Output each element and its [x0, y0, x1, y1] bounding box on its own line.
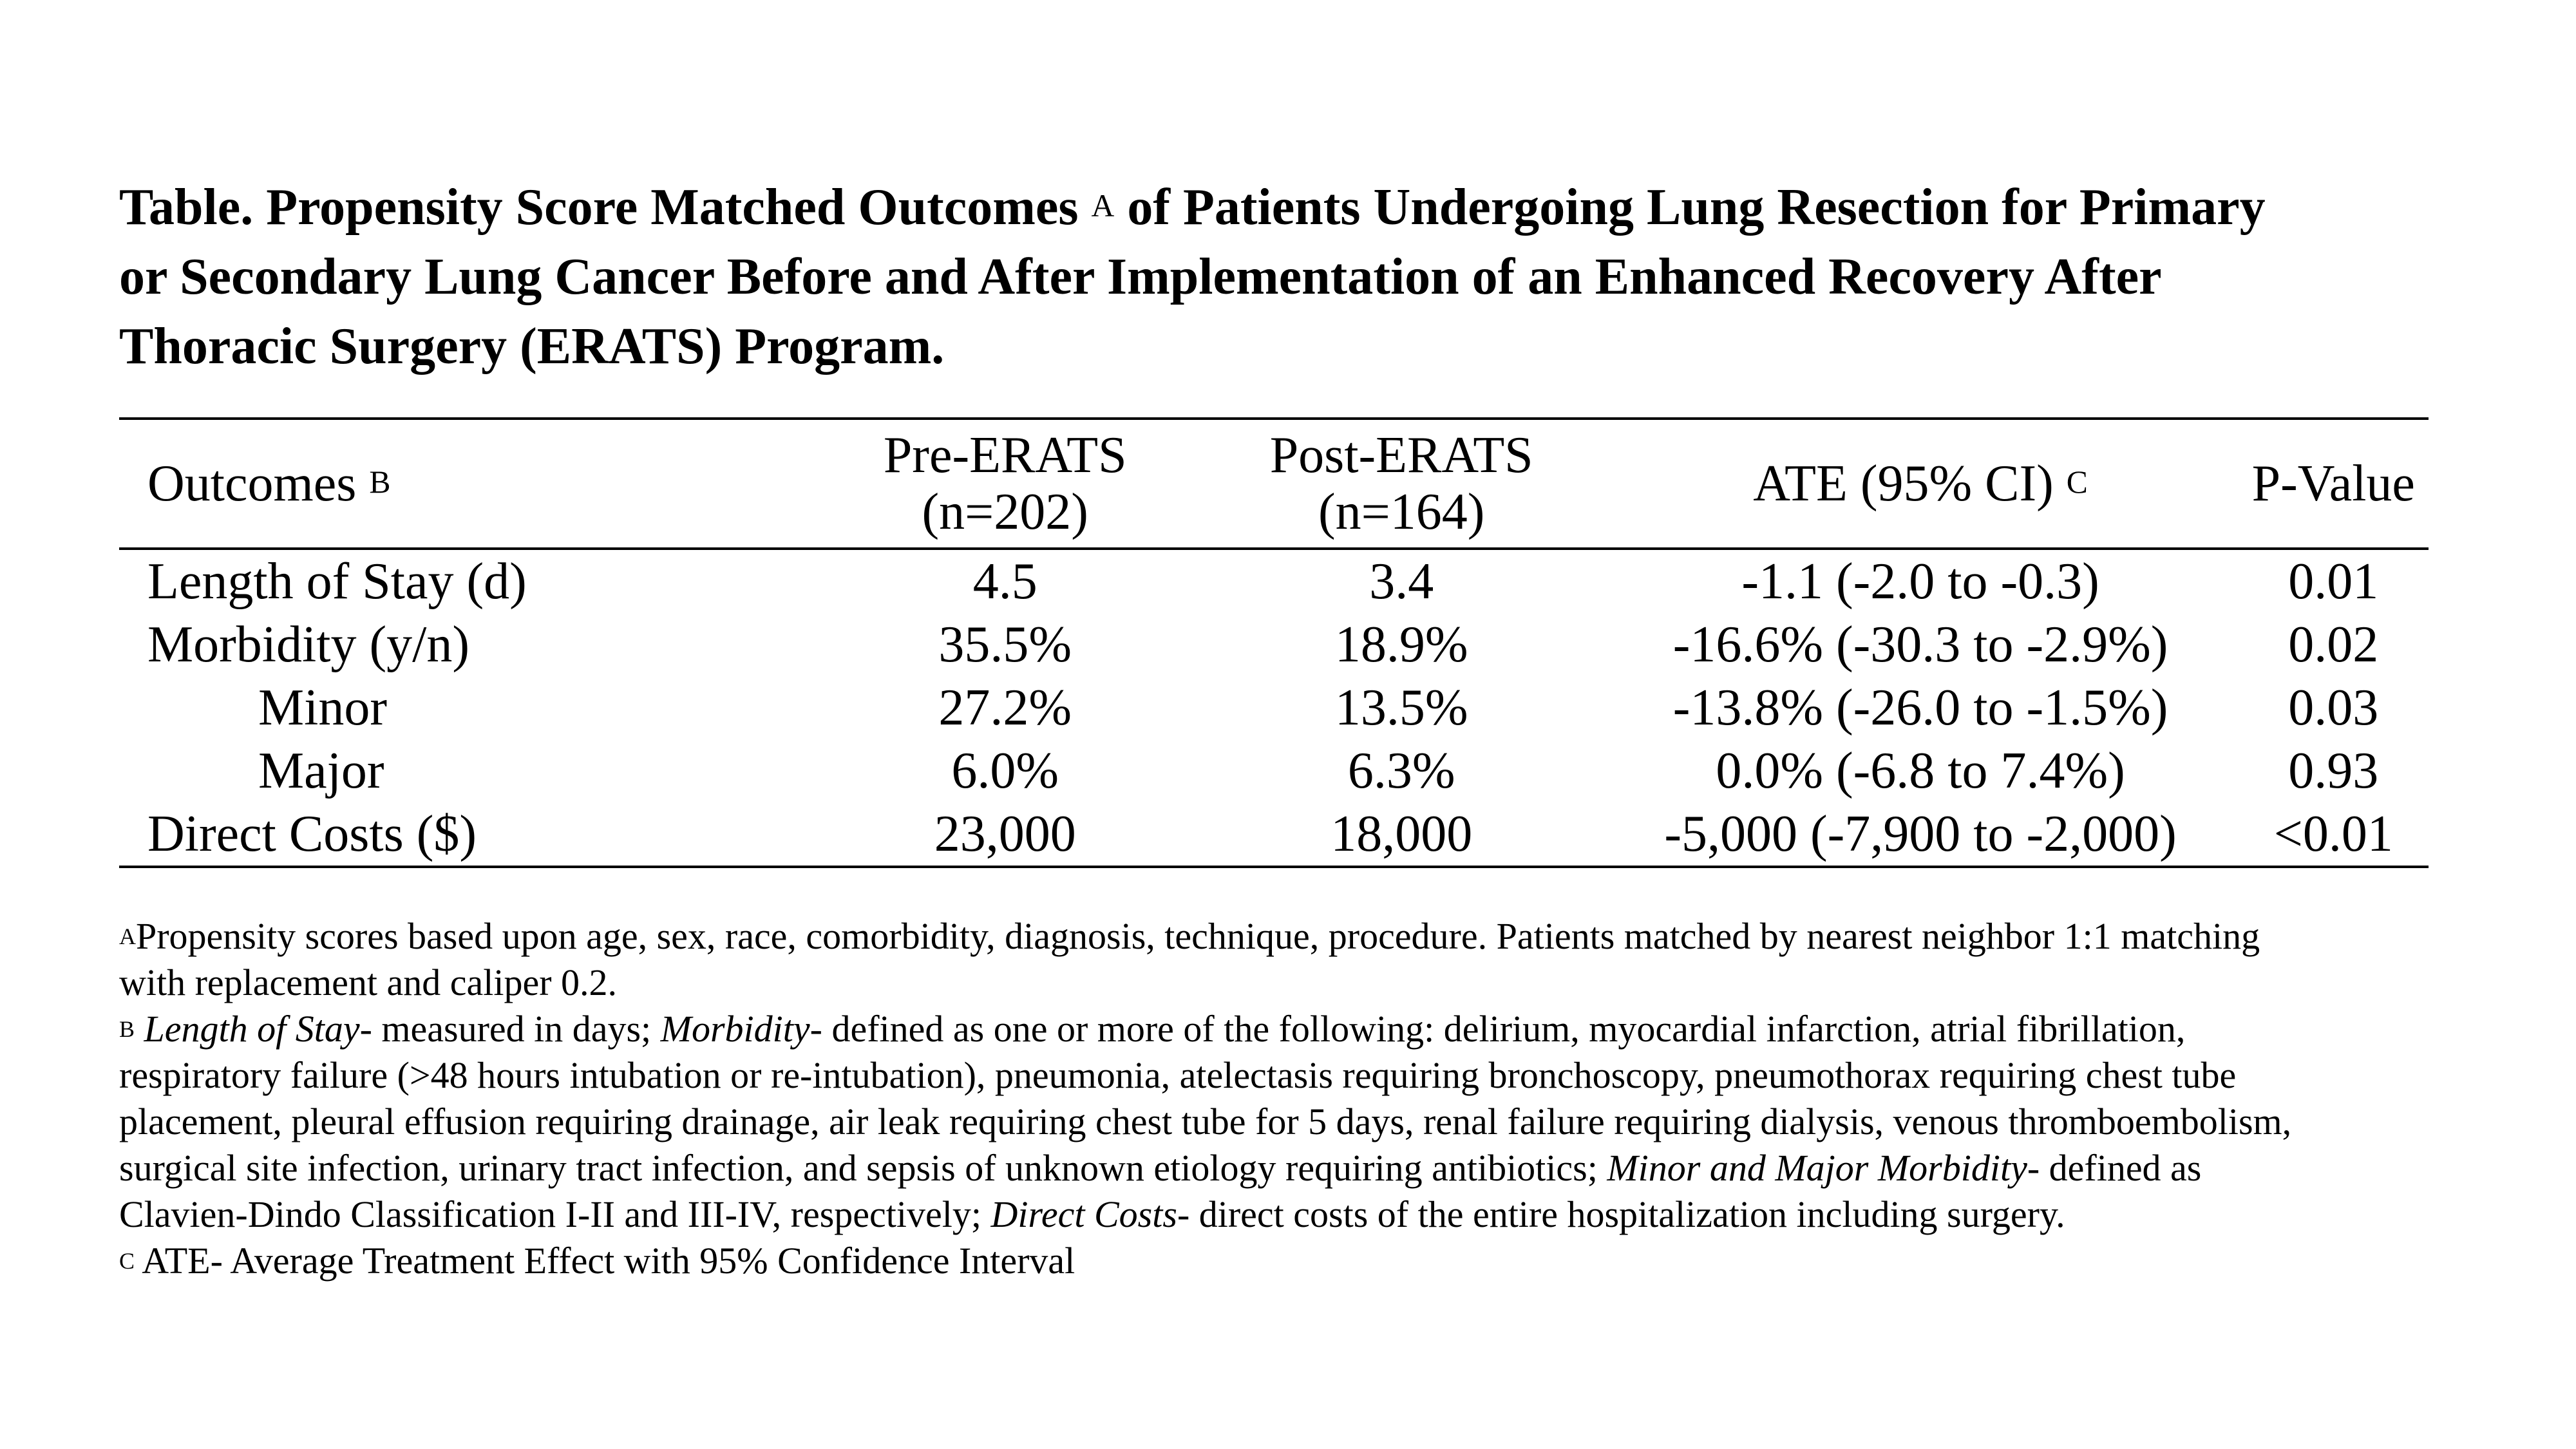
row-pvalue: 0.93: [2288, 743, 2379, 799]
title-line3: Thoracic Surgery (ERATS) Program.: [119, 318, 945, 375]
row-ate: 0.0% (-6.8 to 7.4%): [1716, 743, 2125, 799]
footnote-b-line2: respiratory failure (>48 hours intubatio…: [119, 1054, 2237, 1096]
row-post: 18.9%: [1334, 616, 1468, 673]
footnote-b-costs-text: - direct costs of the entire hospitaliza…: [1177, 1193, 2065, 1235]
header-pre-erats: Pre-ERATS (n=202): [810, 419, 1200, 549]
row-post: 6.3%: [1347, 743, 1455, 799]
outcomes-table: Outcomes B Pre-ERATS (n=202) Post-ERATS (n…: [119, 417, 2429, 868]
table-row: Minor 27.2% 13.5% -13.8% (-26.0 to -1.5%…: [119, 676, 2429, 739]
footnote-b-morbidity-text: - defined as one or more of the followin…: [810, 1008, 2186, 1050]
footnote-b: B Length of Stay- measured in days; Morb…: [119, 1006, 2463, 1238]
row-outcome: Direct Costs ($): [147, 806, 477, 862]
footnote-c-text: ATE- Average Treatment Effect with 95% C…: [134, 1240, 1075, 1282]
footnote-a-line2: with replacement and caliper 0.2.: [119, 961, 618, 1003]
row-outcome: Major: [258, 743, 384, 799]
footnote-a: APropensity scores based upon age, sex, …: [119, 913, 2463, 1006]
table-header: Outcomes B Pre-ERATS (n=202) Post-ERATS (n…: [119, 419, 2429, 549]
header-post-label: Post-ERATS: [1269, 427, 1533, 484]
footnote-c-marker: C: [119, 1247, 135, 1274]
header-post-n: (n=164): [1318, 484, 1485, 540]
row-pvalue: 0.02: [2288, 616, 2379, 673]
row-outcome: Length of Stay (d): [147, 553, 527, 610]
title-footnote-marker-a: A: [1091, 187, 1115, 223]
table-row: Major 6.0% 6.3% 0.0% (-6.8 to 7.4%) 0.93: [119, 739, 2429, 802]
row-post: 3.4: [1369, 553, 1434, 610]
row-pvalue: 0.01: [2288, 553, 2379, 610]
footnotes: APropensity scores based upon age, sex, …: [119, 913, 2463, 1284]
table-row: Direct Costs ($) 23,000 18,000 -5,000 (-…: [119, 802, 2429, 867]
footnote-b-line5: Clavien-Dindo Classification I-II and II…: [119, 1193, 991, 1235]
footnote-b-minor-major-term: Minor and Major Morbidity: [1607, 1147, 2027, 1189]
header-ate-label: ATE (95% CI): [1753, 455, 2054, 512]
row-pre: 27.2%: [938, 679, 1072, 736]
footnote-a-line1: Propensity scores based upon age, sex, r…: [135, 915, 2260, 957]
row-pre: 23,000: [934, 806, 1076, 862]
header-row: Outcomes B Pre-ERATS (n=202) Post-ERATS (n…: [119, 419, 2429, 549]
row-ate: -13.8% (-26.0 to -1.5%): [1672, 679, 2168, 736]
header-ate: ATE (95% CI) C: [1602, 419, 2238, 549]
footnote-b-minor-major-text: - defined as: [2027, 1147, 2202, 1189]
header-footnote-marker-c: C: [2066, 464, 2088, 500]
footnote-b-los-text: - measured in days;: [359, 1008, 661, 1050]
footnote-b-los-term: Length of Stay: [144, 1008, 360, 1050]
footnote-b-marker: B: [119, 1016, 135, 1042]
footnote-b-line3: placement, pleural effusion requiring dr…: [119, 1101, 2292, 1142]
outcomes-table-container: Outcomes B Pre-ERATS (n=202) Post-ERATS (n…: [119, 417, 2429, 868]
table-title: Table. Propensity Score Matched Outcomes…: [119, 173, 2463, 381]
footnote-c: C ATE- Average Treatment Effect with 95%…: [119, 1238, 2463, 1284]
title-line2: or Secondary Lung Cancer Before and Afte…: [119, 249, 2162, 305]
row-pre: 35.5%: [938, 616, 1072, 673]
header-footnote-marker-b: B: [369, 464, 391, 500]
row-outcome: Minor: [258, 679, 387, 736]
header-pvalue: P-Value: [2251, 455, 2415, 512]
footnote-a-marker: A: [119, 923, 136, 949]
header-outcomes: Outcomes B: [119, 419, 810, 549]
row-post: 18,000: [1331, 806, 1473, 862]
header-pre-label: Pre-ERATS: [883, 427, 1127, 484]
row-pvalue: <0.01: [2273, 806, 2393, 862]
row-pre: 6.0%: [951, 743, 1059, 799]
row-ate: -1.1 (-2.0 to -0.3): [1741, 553, 2099, 610]
header-post-erats: Post-ERATS (n=164): [1200, 419, 1603, 549]
row-ate: -5,000 (-7,900 to -2,000): [1664, 806, 2177, 862]
title-line1-end: of Patients Undergoing Lung Resection fo…: [1114, 179, 2266, 236]
table-row: Morbidity (y/n) 35.5% 18.9% -16.6% (-30.…: [119, 613, 2429, 676]
row-outcome: Morbidity (y/n): [147, 616, 469, 673]
header-outcomes-label: Outcomes: [147, 455, 357, 512]
footnote-b-morbidity-term: Morbidity: [660, 1008, 810, 1050]
title-line1: Table. Propensity Score Matched Outcomes…: [119, 179, 2266, 236]
footnote-b-line4: surgical site infection, urinary tract i…: [119, 1147, 1607, 1189]
row-ate: -16.6% (-30.3 to -2.9%): [1672, 616, 2168, 673]
table-row: Length of Stay (d) 4.5 3.4 -1.1 (-2.0 to…: [119, 549, 2429, 613]
title-line1-start: Table. Propensity Score Matched Outcomes: [119, 179, 1079, 236]
table-body: Length of Stay (d) 4.5 3.4 -1.1 (-2.0 to…: [119, 549, 2429, 867]
row-post: 13.5%: [1334, 679, 1468, 736]
header-pre-n: (n=202): [922, 484, 1088, 540]
footnote-b-costs-term: Direct Costs: [990, 1193, 1177, 1235]
row-pre: 4.5: [972, 553, 1037, 610]
row-pvalue: 0.03: [2288, 679, 2379, 736]
